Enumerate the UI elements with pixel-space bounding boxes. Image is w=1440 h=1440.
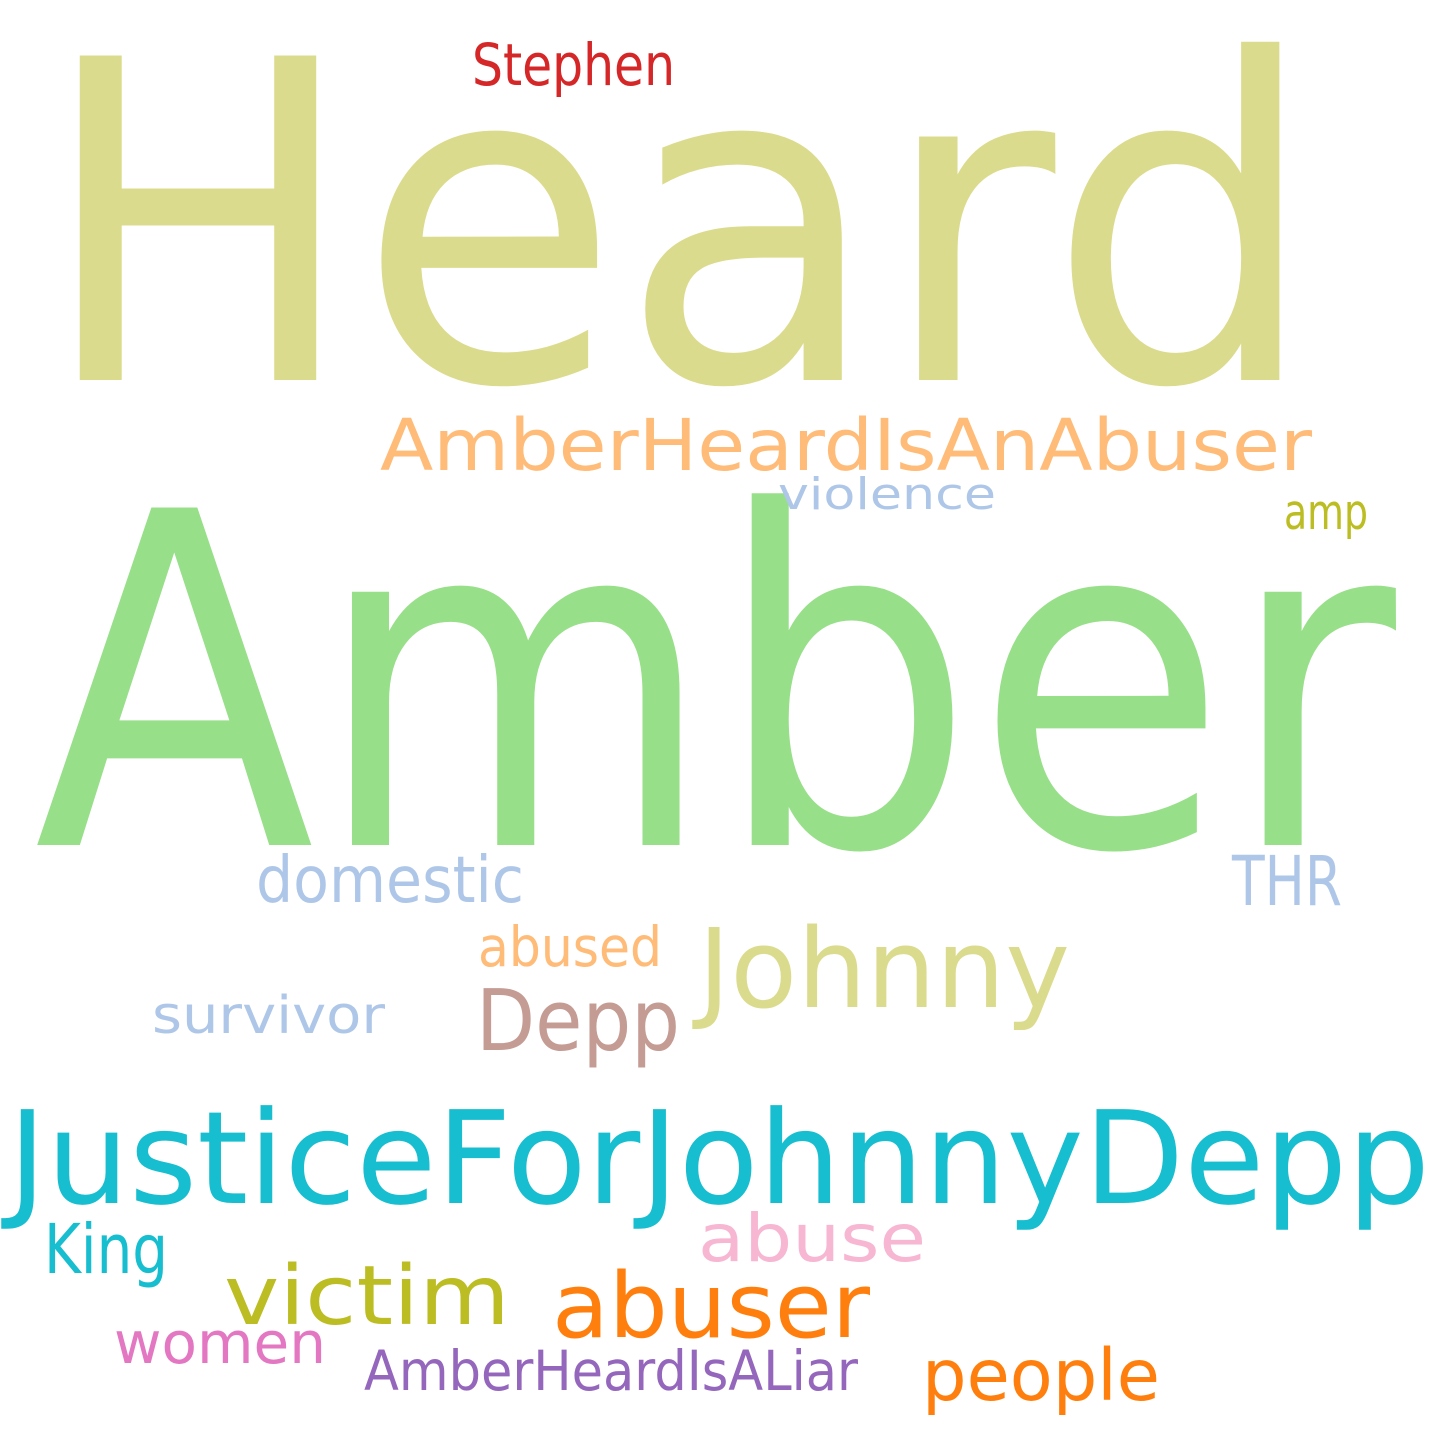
word-king: King: [44, 1210, 168, 1291]
word-amp: amp: [1284, 483, 1368, 542]
word-depp: Depp: [476, 972, 680, 1072]
word-abuser: abuser: [552, 1253, 870, 1359]
word-people: people: [922, 1333, 1160, 1417]
word-johnny: Johnny: [698, 905, 1070, 1034]
word-justiceforjohnnydepp: JusticeForJohnnyDepp: [8, 1084, 1430, 1235]
word-heard: Heard: [38, 0, 1318, 486]
word-amber: Amber: [34, 416, 1396, 956]
word-survivor: survivor: [152, 985, 385, 1046]
word-victim: victim: [224, 1249, 510, 1345]
word-stephen: Stephen: [472, 32, 675, 100]
word-abused: abused: [478, 914, 662, 979]
word-women: women: [114, 1310, 326, 1378]
word-abuse: abuse: [698, 1200, 926, 1278]
word-thr: THR: [1232, 842, 1342, 923]
word-amberheardisanabuser: AmberHeardIsAnAbuser: [380, 403, 1312, 487]
word-domestic: domestic: [256, 842, 524, 918]
word-violence: violence: [778, 468, 996, 520]
word-amberheardisaliar: AmberHeardIsALiar: [364, 1338, 858, 1403]
